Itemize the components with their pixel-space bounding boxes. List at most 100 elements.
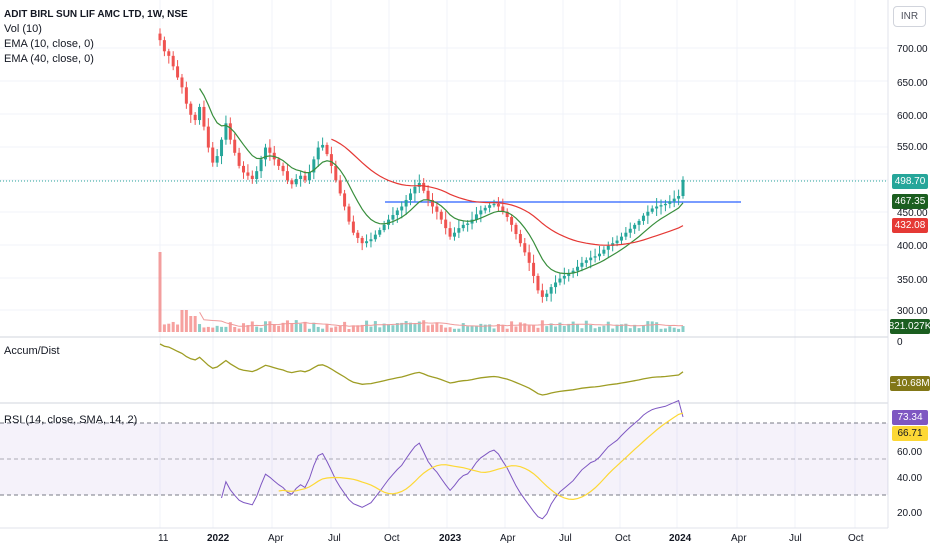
volume-bar: [220, 326, 224, 332]
candle-body: [391, 215, 395, 220]
candle-body: [580, 262, 584, 267]
volume-bar: [430, 324, 434, 332]
time-tick: Jul: [328, 533, 341, 544]
time-tick: Oct: [384, 533, 400, 544]
volume-bar: [268, 321, 272, 332]
volume-bar: [597, 326, 601, 332]
candle-body: [505, 211, 509, 217]
volume-bar: [426, 325, 430, 332]
ema40-legend[interactable]: EMA (40, close, 0): [4, 53, 94, 65]
candle-body: [263, 147, 267, 160]
volume-bar: [246, 325, 250, 332]
volume-bar: [351, 325, 355, 332]
candle-body: [343, 193, 347, 207]
volume-bar: [321, 328, 325, 332]
candle-body: [501, 206, 505, 212]
candle-body: [492, 203, 496, 206]
candle-body: [250, 175, 254, 179]
volume-bar: [325, 324, 329, 332]
price-axis[interactable]: 700.00 650.00 600.00 550.00 450.00 400.0…: [897, 44, 928, 317]
volume-bar: [198, 324, 202, 332]
volume-bar: [184, 310, 188, 332]
volume-bar: [554, 326, 558, 332]
candle-body: [365, 241, 369, 244]
rsi-tick: 40.00: [897, 473, 922, 484]
volume-bar: [228, 322, 232, 332]
candle-body: [211, 147, 215, 163]
volume-bar: [299, 323, 303, 332]
candle-body: [514, 224, 518, 235]
candle-body: [589, 257, 593, 261]
volume-bar: [637, 328, 641, 332]
volume-bar: [272, 324, 276, 332]
candle-body: [303, 175, 307, 181]
volume-bar: [294, 320, 298, 332]
candle-body: [369, 239, 373, 242]
volume-bar: [422, 320, 426, 332]
price-tick: 550.00: [897, 142, 928, 153]
price-tick: 400.00: [897, 241, 928, 252]
volume-bar: [633, 324, 637, 332]
candle-body: [668, 201, 672, 204]
candle-body: [378, 230, 382, 235]
volume-bar: [646, 321, 650, 332]
accum-axis[interactable]: 0: [897, 337, 903, 348]
candle-body: [584, 260, 588, 263]
volume-bar: [316, 326, 320, 332]
candle-body: [422, 182, 426, 191]
symbol-title[interactable]: ADIT BIRL SUN LIF AMC LTD, 1W, NSE: [4, 9, 188, 20]
candle-body: [624, 232, 628, 237]
last-price-tag: 498.70: [892, 174, 928, 189]
time-tick: 2023: [439, 533, 462, 544]
candle-body: [452, 232, 456, 237]
volume-ma-line: [199, 312, 684, 327]
candle-body: [435, 206, 439, 212]
volume-bar: [611, 328, 615, 332]
candle-body: [400, 206, 404, 211]
volume-bar: [562, 325, 566, 332]
volume-bar: [263, 321, 267, 332]
rsi-tick: 20.00: [897, 508, 922, 519]
ema40-tag: 432.08: [892, 218, 928, 233]
candle-body: [202, 106, 206, 127]
candle-body: [233, 139, 237, 153]
volume-bar: [628, 328, 632, 332]
grid: [0, 0, 888, 528]
time-tick: Oct: [615, 533, 631, 544]
candle-body: [474, 214, 478, 220]
volume-bar: [171, 321, 175, 332]
candle-body: [611, 243, 615, 246]
volume-bar: [189, 316, 193, 332]
volume-bar: [365, 320, 369, 332]
volume-bar: [400, 322, 404, 332]
accum-legend[interactable]: Accum/Dist: [4, 344, 60, 359]
rsi-tick: 60.00: [897, 447, 922, 458]
candle-body: [294, 179, 298, 185]
volume-bar: [672, 327, 676, 332]
candle-body: [329, 154, 333, 166]
candle-body: [176, 66, 180, 78]
rsi-legend[interactable]: RSI (14, close, SMA, 14, 2): [4, 413, 137, 428]
time-axis[interactable]: 11 2022 Apr Jul Oct 2023 Apr Jul Oct 202…: [158, 533, 864, 544]
volume-bar: [281, 322, 285, 332]
candle-body: [246, 172, 250, 176]
volume-bar: [255, 326, 259, 332]
candle-body: [158, 33, 162, 41]
currency-button[interactable]: INR: [893, 6, 926, 27]
volume-bar: [532, 325, 536, 332]
candle-body: [448, 228, 452, 237]
ema10-legend[interactable]: EMA (10, close, 0): [4, 38, 94, 50]
candle-body: [444, 219, 448, 229]
rsi-axis[interactable]: 60.00 40.00 20.00: [897, 447, 922, 519]
candle-body: [523, 243, 527, 253]
volume-bar: [439, 324, 443, 332]
volume-bar: [584, 320, 588, 332]
volume-bar: [496, 324, 500, 332]
volume-bar: [540, 320, 544, 332]
time-tick: Apr: [731, 533, 747, 544]
volume-bar: [382, 323, 386, 332]
candle-body: [571, 270, 575, 274]
vol-legend[interactable]: Vol (10): [4, 23, 42, 35]
volume-bar: [602, 325, 606, 332]
